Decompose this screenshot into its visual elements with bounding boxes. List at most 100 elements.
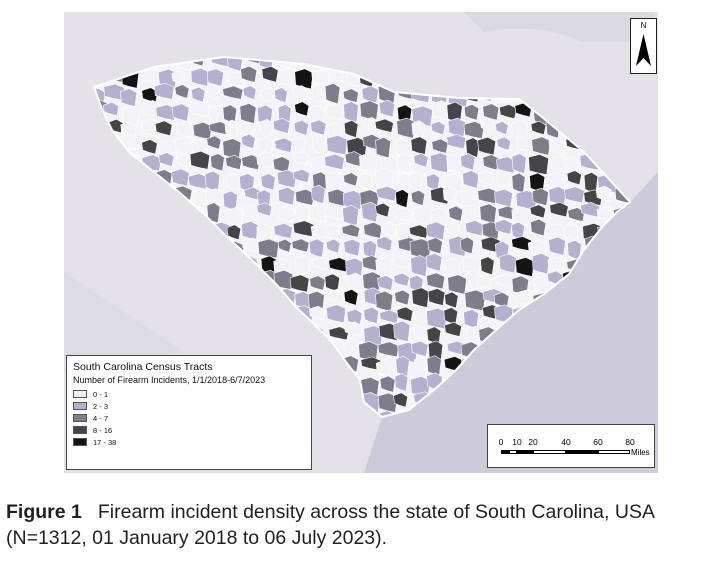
- census-tract: [154, 237, 175, 257]
- census-tract: [460, 153, 476, 171]
- census-tract: [123, 204, 140, 220]
- scale-tick-label: 60: [593, 437, 603, 447]
- census-tract: [121, 57, 137, 72]
- census-tract: [260, 173, 276, 191]
- census-tract: [343, 101, 359, 123]
- census-tract: [277, 322, 293, 344]
- census-tract: [496, 136, 511, 151]
- census-tract: [396, 117, 416, 139]
- census-tract: [94, 203, 109, 221]
- census-tract: [291, 85, 310, 100]
- census-tract: [208, 121, 230, 136]
- census-tract: [446, 133, 467, 150]
- census-tract: [277, 338, 297, 354]
- census-tract: [121, 219, 136, 241]
- census-tract: [409, 57, 429, 73]
- census-tract: [477, 136, 497, 156]
- legend-subtitle: Number of Firearm Incidents, 1/1/2018-6/…: [73, 375, 266, 385]
- scale-segment: [509, 450, 517, 454]
- census-tract: [136, 170, 156, 187]
- census-tract: [378, 99, 396, 118]
- legend-swatch: [73, 414, 87, 422]
- census-tract: [397, 172, 412, 193]
- legend-item: 0 - 1: [73, 388, 305, 400]
- census-tract: [395, 189, 409, 209]
- census-tract: [563, 156, 579, 171]
- legend-label: 8 - 16: [93, 425, 113, 435]
- census-tract: [614, 101, 630, 119]
- census-tract: [325, 103, 344, 121]
- census-tract: [429, 57, 451, 64]
- census-tract: [206, 68, 224, 87]
- census-tract: [530, 120, 547, 136]
- census-tract: [243, 287, 264, 310]
- census-tract: [123, 257, 141, 278]
- legend-swatch: [73, 390, 87, 398]
- census-tract: [224, 341, 239, 356]
- census-tract: [410, 136, 428, 156]
- census-tract: [308, 305, 326, 321]
- census-tract: [94, 253, 109, 272]
- census-tract: [562, 102, 580, 120]
- census-tract: [242, 85, 257, 100]
- census-tract: [548, 57, 565, 71]
- census-tract: [310, 325, 325, 345]
- census-tract: [343, 120, 359, 138]
- census-tract: [311, 133, 326, 155]
- scale-tick-label: 10: [512, 437, 522, 447]
- census-tract: [363, 117, 380, 132]
- census-tract: [392, 254, 412, 270]
- census-tract: [448, 205, 464, 222]
- census-tract: [482, 103, 500, 121]
- census-tract: [155, 305, 173, 321]
- census-tract: [565, 69, 582, 86]
- census-tract: [431, 100, 451, 121]
- census-tract: [410, 66, 425, 83]
- legend-swatch: [73, 402, 87, 410]
- scale-segment: [598, 450, 630, 454]
- census-tract: [324, 153, 345, 170]
- census-tract: [311, 337, 330, 355]
- census-tract: [374, 167, 395, 189]
- census-tract: [596, 103, 618, 124]
- census-tract: [531, 71, 549, 89]
- census-tract: [618, 155, 630, 170]
- census-tract: [174, 309, 190, 329]
- census-tract: [343, 172, 359, 187]
- census-tract: [241, 154, 261, 171]
- census-tract: [106, 187, 121, 206]
- census-tract: [277, 206, 295, 223]
- census-tract: [141, 139, 158, 155]
- scale-bar: 0 10 20 40 60 80 Miles: [487, 424, 655, 468]
- census-tract: [516, 83, 538, 101]
- census-tract: [374, 118, 394, 133]
- census-tract: [549, 202, 569, 218]
- census-tract: [363, 57, 382, 71]
- census-tract: [154, 82, 175, 100]
- census-tract: [377, 275, 394, 291]
- census-tract: [396, 306, 414, 322]
- census-tract: [276, 169, 297, 189]
- census-tract: [277, 187, 296, 206]
- census-tract: [120, 273, 139, 290]
- census-tract: [580, 138, 599, 153]
- census-tract: [225, 307, 243, 323]
- census-tract: [548, 137, 566, 155]
- census-tract: [635, 101, 655, 116]
- census-tract: [190, 257, 209, 273]
- census-tract: [260, 289, 275, 305]
- census-tract: [361, 85, 379, 104]
- census-tract: [94, 153, 104, 175]
- census-tract: [274, 137, 293, 153]
- census-tract: [328, 326, 350, 341]
- census-tract: [514, 57, 534, 71]
- scale-segment: [517, 450, 533, 454]
- background-region: [64, 272, 184, 372]
- census-tract: [103, 57, 124, 75]
- census-tract: [207, 323, 223, 342]
- census-tract: [494, 219, 513, 235]
- census-tract: [635, 119, 652, 140]
- census-tract: [614, 135, 630, 155]
- census-tract: [94, 67, 106, 86]
- census-tract: [511, 206, 533, 227]
